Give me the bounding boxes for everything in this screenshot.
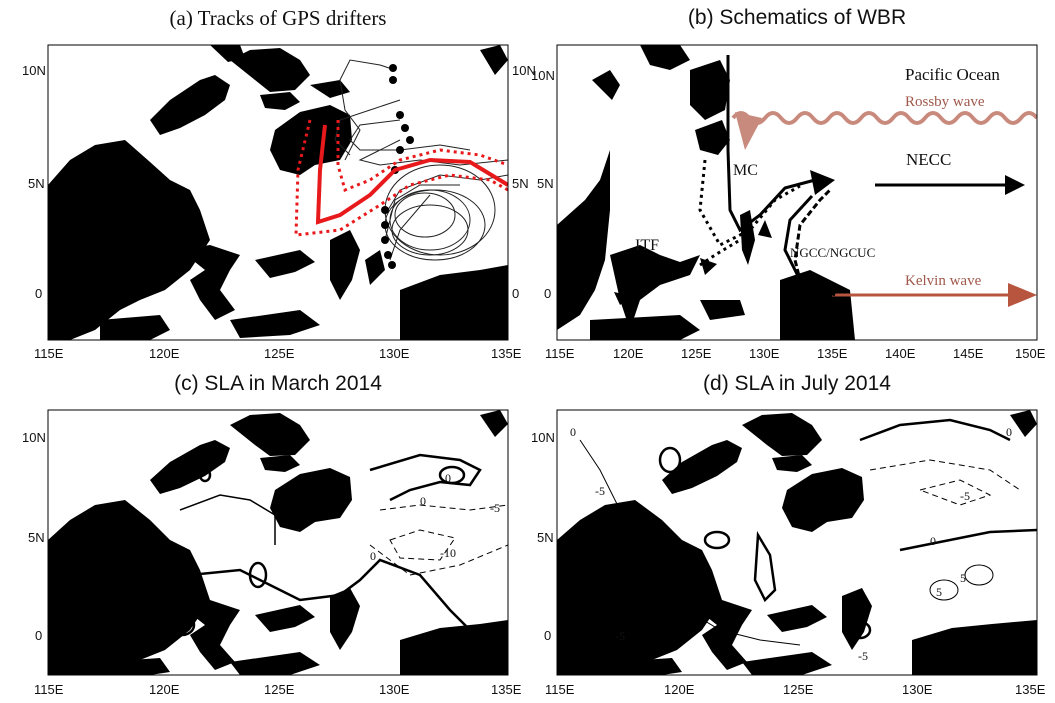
axis-labels: 10N 5N 0 10N 5N 0 115E 120E 125E 130E 13…	[22, 63, 1046, 697]
panel-b-lon-tick: 115E	[545, 346, 575, 361]
panel-c-map: 0 0 -5 -10 0	[47, 409, 509, 676]
panel-d-contour-label: 5	[960, 571, 966, 585]
panel-b-lon-tick: 120E	[613, 346, 644, 361]
panel-d-lon-tick: 125E	[783, 682, 814, 697]
panel-b-title: (b) Schematics of WBR	[687, 6, 907, 29]
panel-d-lat-tick: 0	[544, 628, 551, 643]
panel-b-lon-tick: 150E	[1015, 346, 1046, 361]
panel-d-frame	[556, 409, 1038, 676]
panel-c-lat-tick: 5N	[28, 530, 45, 545]
panel-a-lon-tick: 125E	[264, 346, 295, 361]
label-rossby-wave: Rossby wave	[905, 94, 985, 110]
panel-d-contour-label: -5	[615, 629, 625, 643]
panel-d-lat-tick: 10N	[531, 430, 555, 445]
panel-b-lat-tick: 5N	[537, 176, 554, 191]
panel-a-lat-tick: 10N	[22, 63, 46, 78]
panel-a-lat-tick-right: 10N	[512, 63, 536, 78]
panel-c-lon-tick: 130E	[379, 682, 410, 697]
panel-a-drifter-tracks	[334, 59, 508, 261]
panel-d-lon-tick: 120E	[664, 682, 695, 697]
label-mc: MC	[733, 162, 758, 179]
panel-c-contour-label: 0	[445, 471, 451, 485]
panel-c-lat-tick: 0	[35, 628, 42, 643]
panel-a-land	[48, 45, 508, 340]
panel-b-rossby-wave	[731, 111, 1037, 125]
panel-a-lon-tick: 130E	[379, 346, 410, 361]
panel-a-frame	[47, 44, 509, 341]
panel-a-lat-tick: 5N	[28, 176, 45, 191]
label-necc: NECC	[906, 150, 951, 169]
label-pacific-ocean: Pacific Ocean	[905, 65, 1000, 84]
panel-c-lon-tick: 115E	[34, 682, 64, 697]
panel-d-title: (d) SLA in July 2014	[703, 372, 891, 395]
panel-c-contour-label: -5	[490, 501, 500, 515]
panel-d-contour-label: 0	[570, 425, 576, 439]
panel-b-ngcc	[783, 194, 836, 297]
panel-a-lat-tick-right: 0	[512, 286, 519, 301]
panel-c-frame	[47, 409, 509, 676]
panel-d-contour-label: 0	[1006, 425, 1012, 439]
panel-c-lon-tick: 125E	[264, 682, 295, 697]
panel-d-contours	[579, 418, 1037, 646]
panel-a-lon-tick: 115E	[34, 346, 64, 361]
panel-c-title: (c) SLA in March 2014	[174, 372, 382, 395]
panel-d-contour-label: -5	[595, 484, 605, 498]
panel-c-lon-tick: 135E	[491, 682, 522, 697]
panel-b-itf-arrow	[620, 257, 642, 301]
panel-b-lon-tick: 130E	[749, 346, 780, 361]
panel-b-lon-tick: 145E	[953, 346, 984, 361]
panel-b-frame	[556, 44, 1038, 341]
panel-a-map	[47, 44, 509, 341]
panel-b-lon-tick: 135E	[817, 346, 848, 361]
panel-b-lon-tick: 125E	[681, 346, 712, 361]
panel-a-lon-tick: 135E	[491, 346, 522, 361]
panel-a-lon-tick: 120E	[149, 346, 180, 361]
panel-d-map: 0 -5 0 -5 0 5 5 -5 -5	[556, 409, 1038, 676]
panel-b-mc-current	[726, 55, 816, 233]
panel-b-dotted-current	[698, 159, 801, 247]
panel-a-lat-tick-right: 5N	[512, 176, 529, 191]
panel-d-contour-label: -5	[960, 489, 970, 503]
panel-d-contour-label: 0	[930, 534, 936, 548]
panel-b-land	[557, 45, 855, 340]
label-kelvin-wave: Kelvin wave	[905, 273, 982, 289]
panel-c-contour-label: -10	[440, 546, 456, 560]
panel-d-lon-tick: 135E	[1015, 682, 1046, 697]
panel-d-lon-tick: 115E	[545, 682, 575, 697]
panel-c-land	[48, 410, 508, 675]
panel-c-lon-tick: 120E	[149, 682, 180, 697]
panel-a-title: (a) Tracks of GPS drifters	[169, 6, 387, 30]
label-itf: ITF	[635, 237, 659, 254]
panel-b-lat-tick: 0	[544, 286, 551, 301]
panel-b-rossby-arrowhead	[735, 112, 762, 150]
panel-a-lat-tick: 0	[35, 286, 42, 301]
panel-c-lat-tick: 10N	[22, 430, 46, 445]
panel-b-lat-tick: 10N	[531, 68, 555, 83]
panel-d-contour-label: -5	[858, 649, 868, 663]
panel-d-lat-tick: 5N	[537, 530, 554, 545]
panel-c-contours	[109, 453, 508, 641]
panel-b-kelvin-arrowhead	[1008, 283, 1037, 307]
panel-c-contour-label: 0	[420, 494, 426, 508]
panel-b-map: Pacific Ocean Rossby wave MC NECC NGCC/N…	[556, 44, 1038, 341]
label-ngcc-ngcuc: NGCC/NGCUC	[790, 245, 875, 260]
panel-b-ngcuc	[793, 188, 837, 336]
panel-d-contour-label: 5	[936, 585, 942, 599]
panel-d-land	[557, 410, 1037, 675]
panel-c-contour-label: 0	[370, 549, 376, 563]
panel-d-lon-tick: 130E	[902, 682, 933, 697]
panel-a-mean-current	[294, 119, 508, 237]
panel-b-lon-tick: 140E	[885, 346, 916, 361]
